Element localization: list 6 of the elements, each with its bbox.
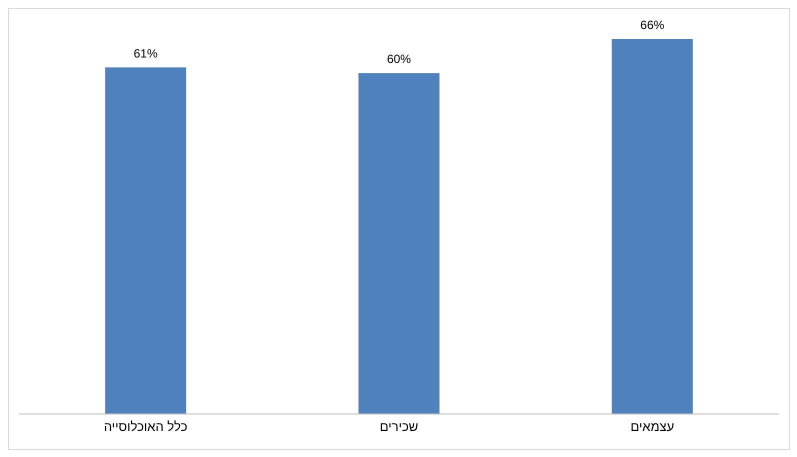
x-tick-label: כלל האוכלוסייה: [104, 419, 188, 434]
data-label: 61%: [134, 46, 158, 60]
data-label: 60%: [386, 52, 412, 66]
x-tick-label: עצמאים: [630, 419, 674, 434]
data-label: 66%: [640, 18, 665, 32]
x-tick-label: שכירים: [380, 419, 418, 434]
